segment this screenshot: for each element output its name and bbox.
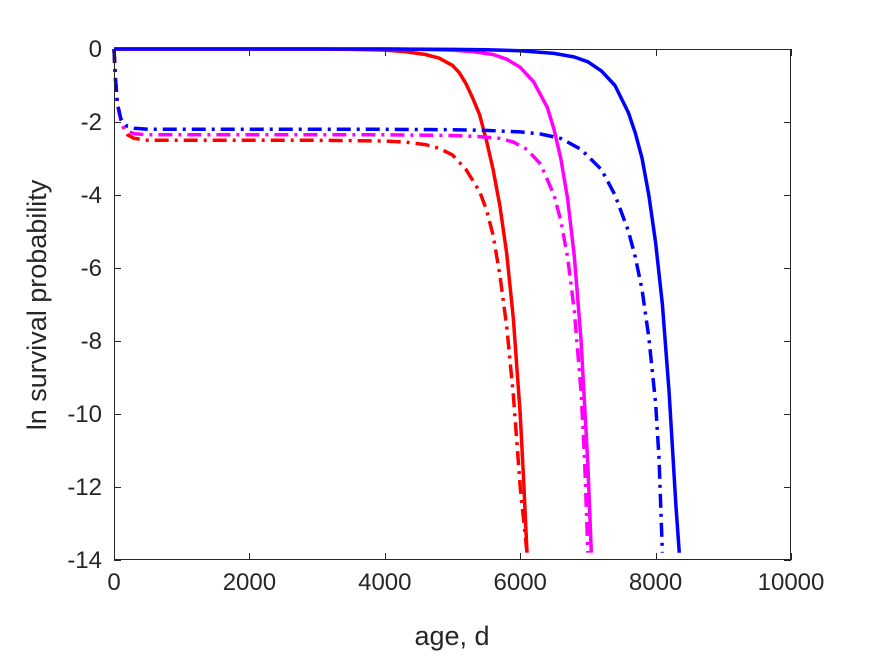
tick-layer [114, 49, 792, 561]
y-tick-label: 0 [89, 36, 102, 63]
x-tick-label: 4000 [358, 569, 411, 596]
y-tick-label: -14 [67, 547, 102, 574]
x-tick-label: 8000 [629, 569, 682, 596]
x-tick-label: 10000 [758, 569, 825, 596]
x-tick-labels: 0 2000 4000 6000 8000 10000 [107, 569, 824, 596]
y-axis-title: ln survival probability [22, 179, 52, 430]
series-line-4 [112, 48, 590, 553]
y-tick-label: -2 [81, 109, 102, 136]
x-tick-label: 6000 [494, 569, 547, 596]
y-tick-label: -12 [67, 474, 102, 501]
plot-background [114, 49, 791, 560]
y-tick-label: -8 [81, 328, 102, 355]
plot-frame [114, 49, 791, 560]
y-tick-label: -10 [67, 401, 102, 428]
x-tick-label: 0 [107, 569, 120, 596]
y-tick-label: -4 [81, 182, 102, 209]
series-line-6 [112, 48, 665, 553]
x-tick-label: 2000 [223, 569, 276, 596]
x-axis-title: age, d [414, 621, 489, 651]
y-tick-label: -6 [81, 255, 102, 282]
y-tick-labels: 0 -2 -4 -6 -8 -10 -12 -14 [67, 36, 102, 574]
